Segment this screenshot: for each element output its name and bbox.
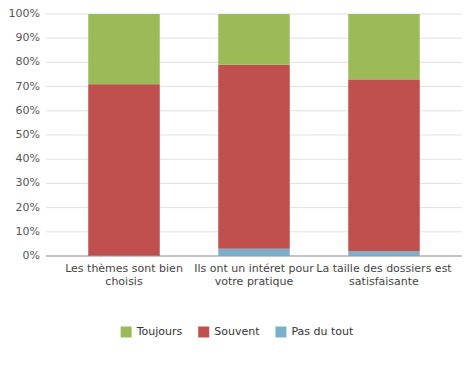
y-tick-label: 70% <box>16 80 40 93</box>
grid-line <box>46 256 462 257</box>
bar-segment <box>348 14 420 79</box>
x-tick-label: Ils ont un intéret pourvotre pratique <box>194 262 314 288</box>
y-tick-label: 100% <box>9 7 40 20</box>
legend-item: Souvent <box>198 325 260 338</box>
chart: 0% 10% 20% 30% 40% 50% 60% 70% 80% 90% 100% Les thè… <box>0 0 474 366</box>
x-axis-line <box>46 256 462 257</box>
legend-item: Toujours <box>121 325 183 338</box>
legend-swatch <box>198 327 209 338</box>
bar-segment <box>348 79 420 251</box>
x-axis: Les thèmes sont bienchoisis Ils ont un in… <box>46 256 462 288</box>
legend: Toujours Souvent Pas du tout <box>121 325 354 338</box>
x-tick-label: La taille des dossiers estsatisfaisante <box>316 262 452 288</box>
legend-swatch <box>121 327 132 338</box>
y-axis: 0% 10% 20% 30% 40% 50% 60% 70% 80% 90% 100% <box>9 7 40 262</box>
y-tick-label: 30% <box>16 176 40 189</box>
bar-segment <box>88 14 160 84</box>
chart-container: 0% 10% 20% 30% 40% 50% 60% 70% 80% 90% 100% Les thè… <box>0 0 474 366</box>
bar-segment <box>88 84 160 256</box>
y-tick-label: 0% <box>23 249 40 262</box>
y-tick-label: 40% <box>16 152 40 165</box>
legend-label: Pas du tout <box>291 325 354 338</box>
legend-item: Pas du tout <box>275 325 354 338</box>
y-tick-label: 50% <box>16 128 40 141</box>
y-tick-label: 80% <box>16 55 40 68</box>
y-tick-label: 20% <box>16 201 40 214</box>
legend-label: Souvent <box>214 325 260 338</box>
legend-label: Toujours <box>136 325 183 338</box>
y-tick-label: 10% <box>16 225 40 238</box>
bar-segment <box>218 249 290 256</box>
grid <box>46 14 462 256</box>
bar-segment <box>348 251 420 256</box>
x-tick-label: Les thèmes sont bienchoisis <box>65 262 183 288</box>
bars <box>88 14 420 256</box>
bar-segment <box>218 65 290 249</box>
y-tick-label: 60% <box>16 104 40 117</box>
y-tick-label: 90% <box>16 31 40 44</box>
bar-segment <box>218 14 290 65</box>
legend-swatch <box>275 327 286 338</box>
